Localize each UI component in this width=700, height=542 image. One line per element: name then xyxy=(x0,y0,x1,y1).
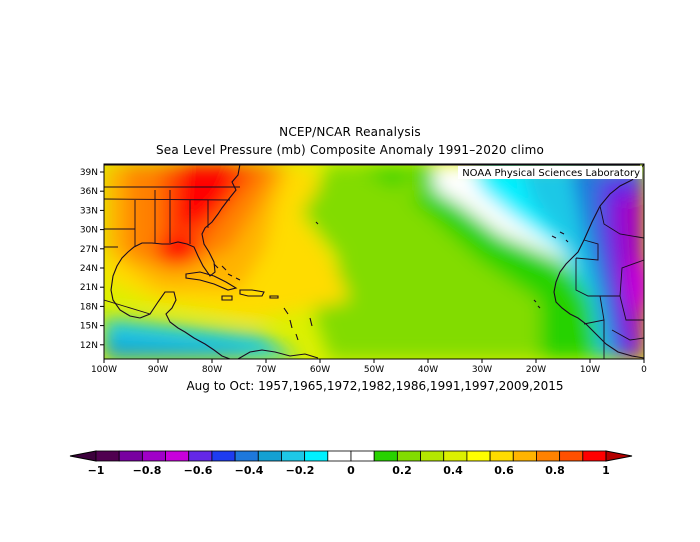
colorbar-swatch xyxy=(582,450,607,462)
colorbar-label: 0.8 xyxy=(545,464,565,477)
colorbar-swatch xyxy=(234,450,259,462)
credit-label: NOAA Physical Sciences Laboratory xyxy=(462,168,640,179)
colorbar-swatch xyxy=(559,450,584,462)
lon-tick-label: 40W xyxy=(418,365,438,375)
colorbar-label: 0.6 xyxy=(494,464,514,477)
colorbar-swatch xyxy=(304,450,329,462)
colorbar-swatch xyxy=(118,450,143,462)
colorbar-swatch xyxy=(188,450,213,462)
lat-tick-label: 39N xyxy=(80,168,98,178)
colorbar-swatch xyxy=(350,450,375,462)
colorbar-swatch xyxy=(443,450,468,462)
colorbar-swatch xyxy=(211,450,236,462)
credit-box xyxy=(458,166,642,179)
lat-tick-label: 30N xyxy=(80,226,98,236)
lon-tick-label: 0 xyxy=(641,365,647,375)
lon-tick-label: 50W xyxy=(364,365,384,375)
colorbar-label: −0.2 xyxy=(286,464,315,477)
colorbar-swatch xyxy=(466,450,491,462)
lat-tick-label: 21N xyxy=(80,283,98,293)
colorbar-swatch xyxy=(396,450,421,462)
colorbar-label: −0.8 xyxy=(133,464,162,477)
lon-tick-label: 90W xyxy=(148,365,168,375)
colorbar-swatch xyxy=(281,450,306,462)
colorbar-low-arrow xyxy=(69,450,97,462)
map-title: NCEP/NCAR Reanalysis xyxy=(279,125,421,139)
colorbar-label: −1 xyxy=(88,464,105,477)
colorbar-swatch xyxy=(420,450,445,462)
lon-tick-label: 60W xyxy=(310,365,330,375)
slp-anomaly-field xyxy=(104,164,644,359)
lat-tick-label: 24N xyxy=(80,264,98,274)
colorbar-label: 0 xyxy=(347,464,355,477)
colorbar-swatch xyxy=(512,450,537,462)
lat-tick-label: 12N xyxy=(80,341,98,351)
composite-years-label: Aug to Oct: 1957,1965,1972,1982,1986,199… xyxy=(186,379,564,393)
lon-tick-label: 10W xyxy=(580,365,600,375)
map-subtitle: Sea Level Pressure (mb) Composite Anomal… xyxy=(155,143,545,157)
colorbar-swatch xyxy=(95,450,120,462)
lon-tick-label: 30W xyxy=(472,365,492,375)
lat-tick-label: 18N xyxy=(80,302,98,312)
colorbar-label: 0.4 xyxy=(443,464,463,477)
colorbar-label: 1 xyxy=(602,464,610,477)
lon-tick-label: 100W xyxy=(91,365,117,375)
colorbar-swatch xyxy=(165,450,190,462)
colorbar-swatch xyxy=(141,450,166,462)
colorbar-swatch xyxy=(327,450,352,462)
coastlines xyxy=(104,164,644,359)
colorbar-swatch xyxy=(373,450,398,462)
colorbar-swatch xyxy=(536,450,561,462)
colorbar-label: 0.2 xyxy=(392,464,412,477)
lat-tick-label: 15N xyxy=(80,322,98,332)
colorbar: −1 −0.8 −0.6 −0.4 −0.2 0 0.2 0.4 0.6 0.8 1 xyxy=(69,450,633,477)
colorbar-swatch xyxy=(489,450,514,462)
lon-tick-label: 20W xyxy=(526,365,546,375)
colorbar-swatch xyxy=(257,450,282,462)
latitude-axis: 39N 36N 33N 30N 27N 24N 21N 18N 15N 12N xyxy=(80,168,104,351)
lon-tick-label: 80W xyxy=(202,365,222,375)
lat-tick-label: 27N xyxy=(80,245,98,255)
longitude-axis: 100W 90W 80W 70W 60W 50W 40W 30W 20W 10W 0 xyxy=(91,359,647,375)
colorbar-label: −0.6 xyxy=(184,464,213,477)
lon-tick-label: 70W xyxy=(256,365,276,375)
colorbar-label: −0.4 xyxy=(235,464,264,477)
lat-tick-label: 33N xyxy=(80,206,98,216)
lat-tick-label: 36N xyxy=(80,187,98,197)
colorbar-high-arrow xyxy=(605,450,633,462)
